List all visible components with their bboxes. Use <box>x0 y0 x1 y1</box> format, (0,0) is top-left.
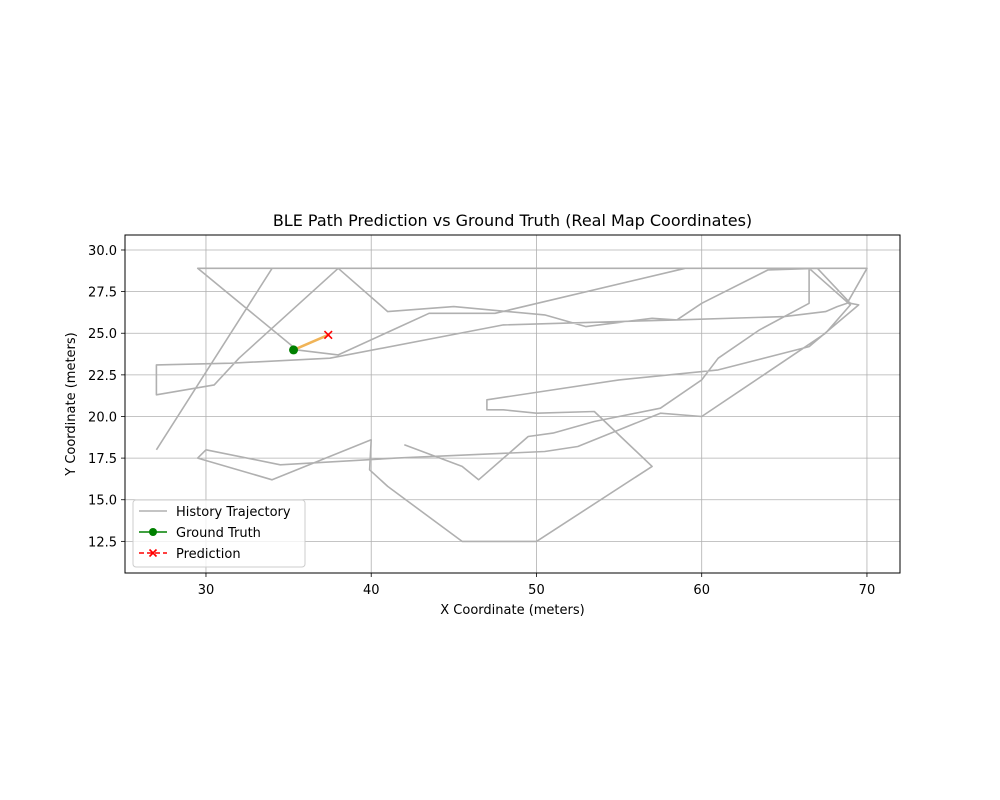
y-axis-label: Y Coordinate (meters) <box>64 332 79 477</box>
legend-prediction-label: Prediction <box>176 547 241 562</box>
y-tick-label: 22.5 <box>88 369 117 384</box>
markers-group <box>289 330 333 355</box>
legend-items: History Trajectory Ground Truth Prediction <box>139 505 291 562</box>
y-tick-label: 17.5 <box>88 452 117 467</box>
legend: History Trajectory Ground Truth Prediction <box>132 499 306 568</box>
x-ticks: 30 40 50 60 70 <box>198 573 876 598</box>
x-tick-label: 70 <box>859 583 876 598</box>
x-tick-label: 30 <box>198 583 215 598</box>
history-trajectory <box>155 267 868 543</box>
x-tick-label: 40 <box>363 583 380 598</box>
y-tick-label: 12.5 <box>88 535 117 550</box>
prediction-point <box>323 330 333 340</box>
x-tick-label: 60 <box>693 583 710 598</box>
x-axis-label: X Coordinate (meters) <box>440 603 584 618</box>
ground-truth-point <box>289 345 299 355</box>
legend-box <box>132 499 306 568</box>
error-segment-group <box>292 333 330 352</box>
axes-frame <box>124 234 901 574</box>
chart-title: BLE Path Prediction vs Ground Truth (Rea… <box>273 211 752 230</box>
y-tick-label: 27.5 <box>88 286 117 301</box>
y-tick-label: 25.0 <box>88 327 117 342</box>
y-tick-label: 15.0 <box>88 494 117 509</box>
y-tick-label: 20.0 <box>88 410 117 425</box>
legend-history-label: History Trajectory <box>176 505 291 520</box>
y-tick-label: 30.0 <box>88 244 117 259</box>
legend-prediction-marker <box>148 548 158 558</box>
legend-ground-truth-label: Ground Truth <box>176 526 261 541</box>
error-segment <box>292 333 330 352</box>
history-trajectory-line <box>155 267 868 543</box>
legend-ground-truth-marker <box>149 528 157 536</box>
y-ticks: 12.5 15.0 17.5 20.0 22.5 25.0 27.5 30.0 <box>88 244 125 550</box>
x-tick-label: 50 <box>528 583 545 598</box>
